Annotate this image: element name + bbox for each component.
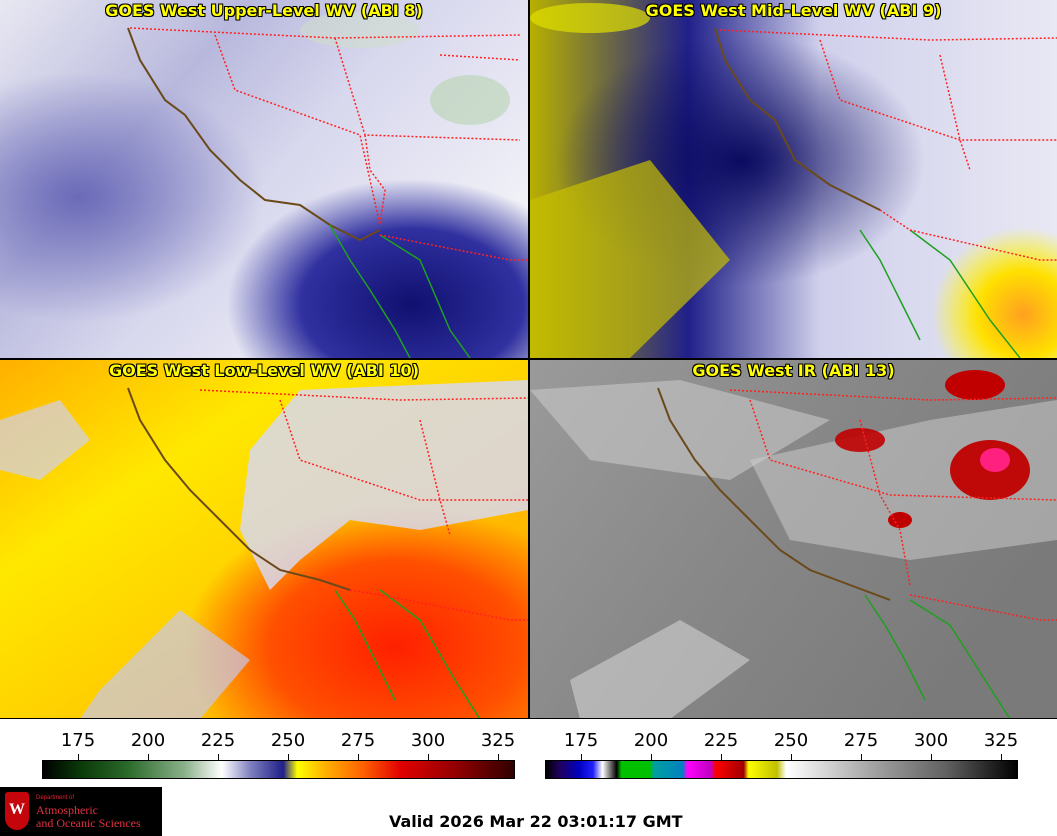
wv-tick-mark: [288, 754, 289, 760]
uw-shield-icon: W: [5, 792, 29, 830]
wv-tick-mark: [358, 754, 359, 760]
mid-level-wv-panel: GOES West Mid-Level WV (ABI 9): [530, 0, 1057, 358]
mid-level-wv-title: GOES West Mid-Level WV (ABI 9): [645, 1, 942, 20]
wv-tick-label: 225: [200, 730, 236, 751]
uw-aos-logo: W Department of Atmospheric and Oceanic …: [0, 787, 162, 836]
wv-tick-label: 275: [340, 730, 376, 751]
panel-divider-horizontal: [0, 358, 1057, 360]
wv-tick-mark: [78, 754, 79, 760]
ir-tick-mark: [581, 754, 582, 760]
wv-colorbar-ticks: 175 200 225 250 275 300 325: [0, 730, 528, 752]
upper-level-wv-image: [0, 0, 528, 358]
mid-level-wv-image: [530, 0, 1057, 358]
upper-level-wv-title: GOES West Upper-Level WV (ABI 8): [105, 1, 423, 20]
wv-tick-label: 200: [130, 730, 166, 751]
ir-tick-mark: [651, 754, 652, 760]
ir-tick-label: 225: [703, 730, 739, 751]
ir-tick-mark: [791, 754, 792, 760]
ir-title: GOES West IR (ABI 13): [692, 361, 895, 380]
wv-tick-label: 175: [60, 730, 96, 751]
logo-dept-label: Department of: [36, 795, 75, 801]
low-level-wv-panel: GOES West Low-Level WV (ABI 10): [0, 360, 528, 719]
ir-tick-mark: [1001, 754, 1002, 760]
ir-tick-label: 275: [843, 730, 879, 751]
ir-colorbar-ticks: 175 200 225 250 275 300 325: [530, 730, 1057, 752]
ir-panel: GOES West IR (ABI 13): [530, 360, 1057, 719]
wv-colorbar: [42, 760, 515, 779]
wv-tick-mark: [428, 754, 429, 760]
low-level-wv-title: GOES West Low-Level WV (ABI 10): [108, 361, 419, 380]
wv-tick-label: 250: [270, 730, 306, 751]
wv-tick-label: 325: [480, 730, 516, 751]
wv-tick-mark: [498, 754, 499, 760]
ir-tick-label: 300: [913, 730, 949, 751]
ir-colorbar: [545, 760, 1018, 779]
ir-tick-mark: [931, 754, 932, 760]
ir-tick-mark: [721, 754, 722, 760]
valid-time-label: Valid 2026 Mar 22 03:01:17 GMT: [389, 812, 683, 831]
ir-tick-label: 250: [773, 730, 809, 751]
ir-tick-mark: [861, 754, 862, 760]
low-level-wv-image: [0, 360, 528, 719]
upper-level-wv-panel: GOES West Upper-Level WV (ABI 8): [0, 0, 528, 358]
wv-tick-label: 300: [410, 730, 446, 751]
logo-name-line2: and Oceanic Sciences: [36, 816, 141, 830]
wv-tick-mark: [218, 754, 219, 760]
panel-divider-bottom: [0, 718, 1057, 719]
ir-tick-label: 325: [983, 730, 1019, 751]
wv-tick-mark: [148, 754, 149, 760]
ir-tick-label: 175: [563, 730, 599, 751]
ir-tick-label: 200: [633, 730, 669, 751]
ir-image: [530, 360, 1057, 719]
logo-name-line1: Atmospheric: [36, 803, 98, 817]
